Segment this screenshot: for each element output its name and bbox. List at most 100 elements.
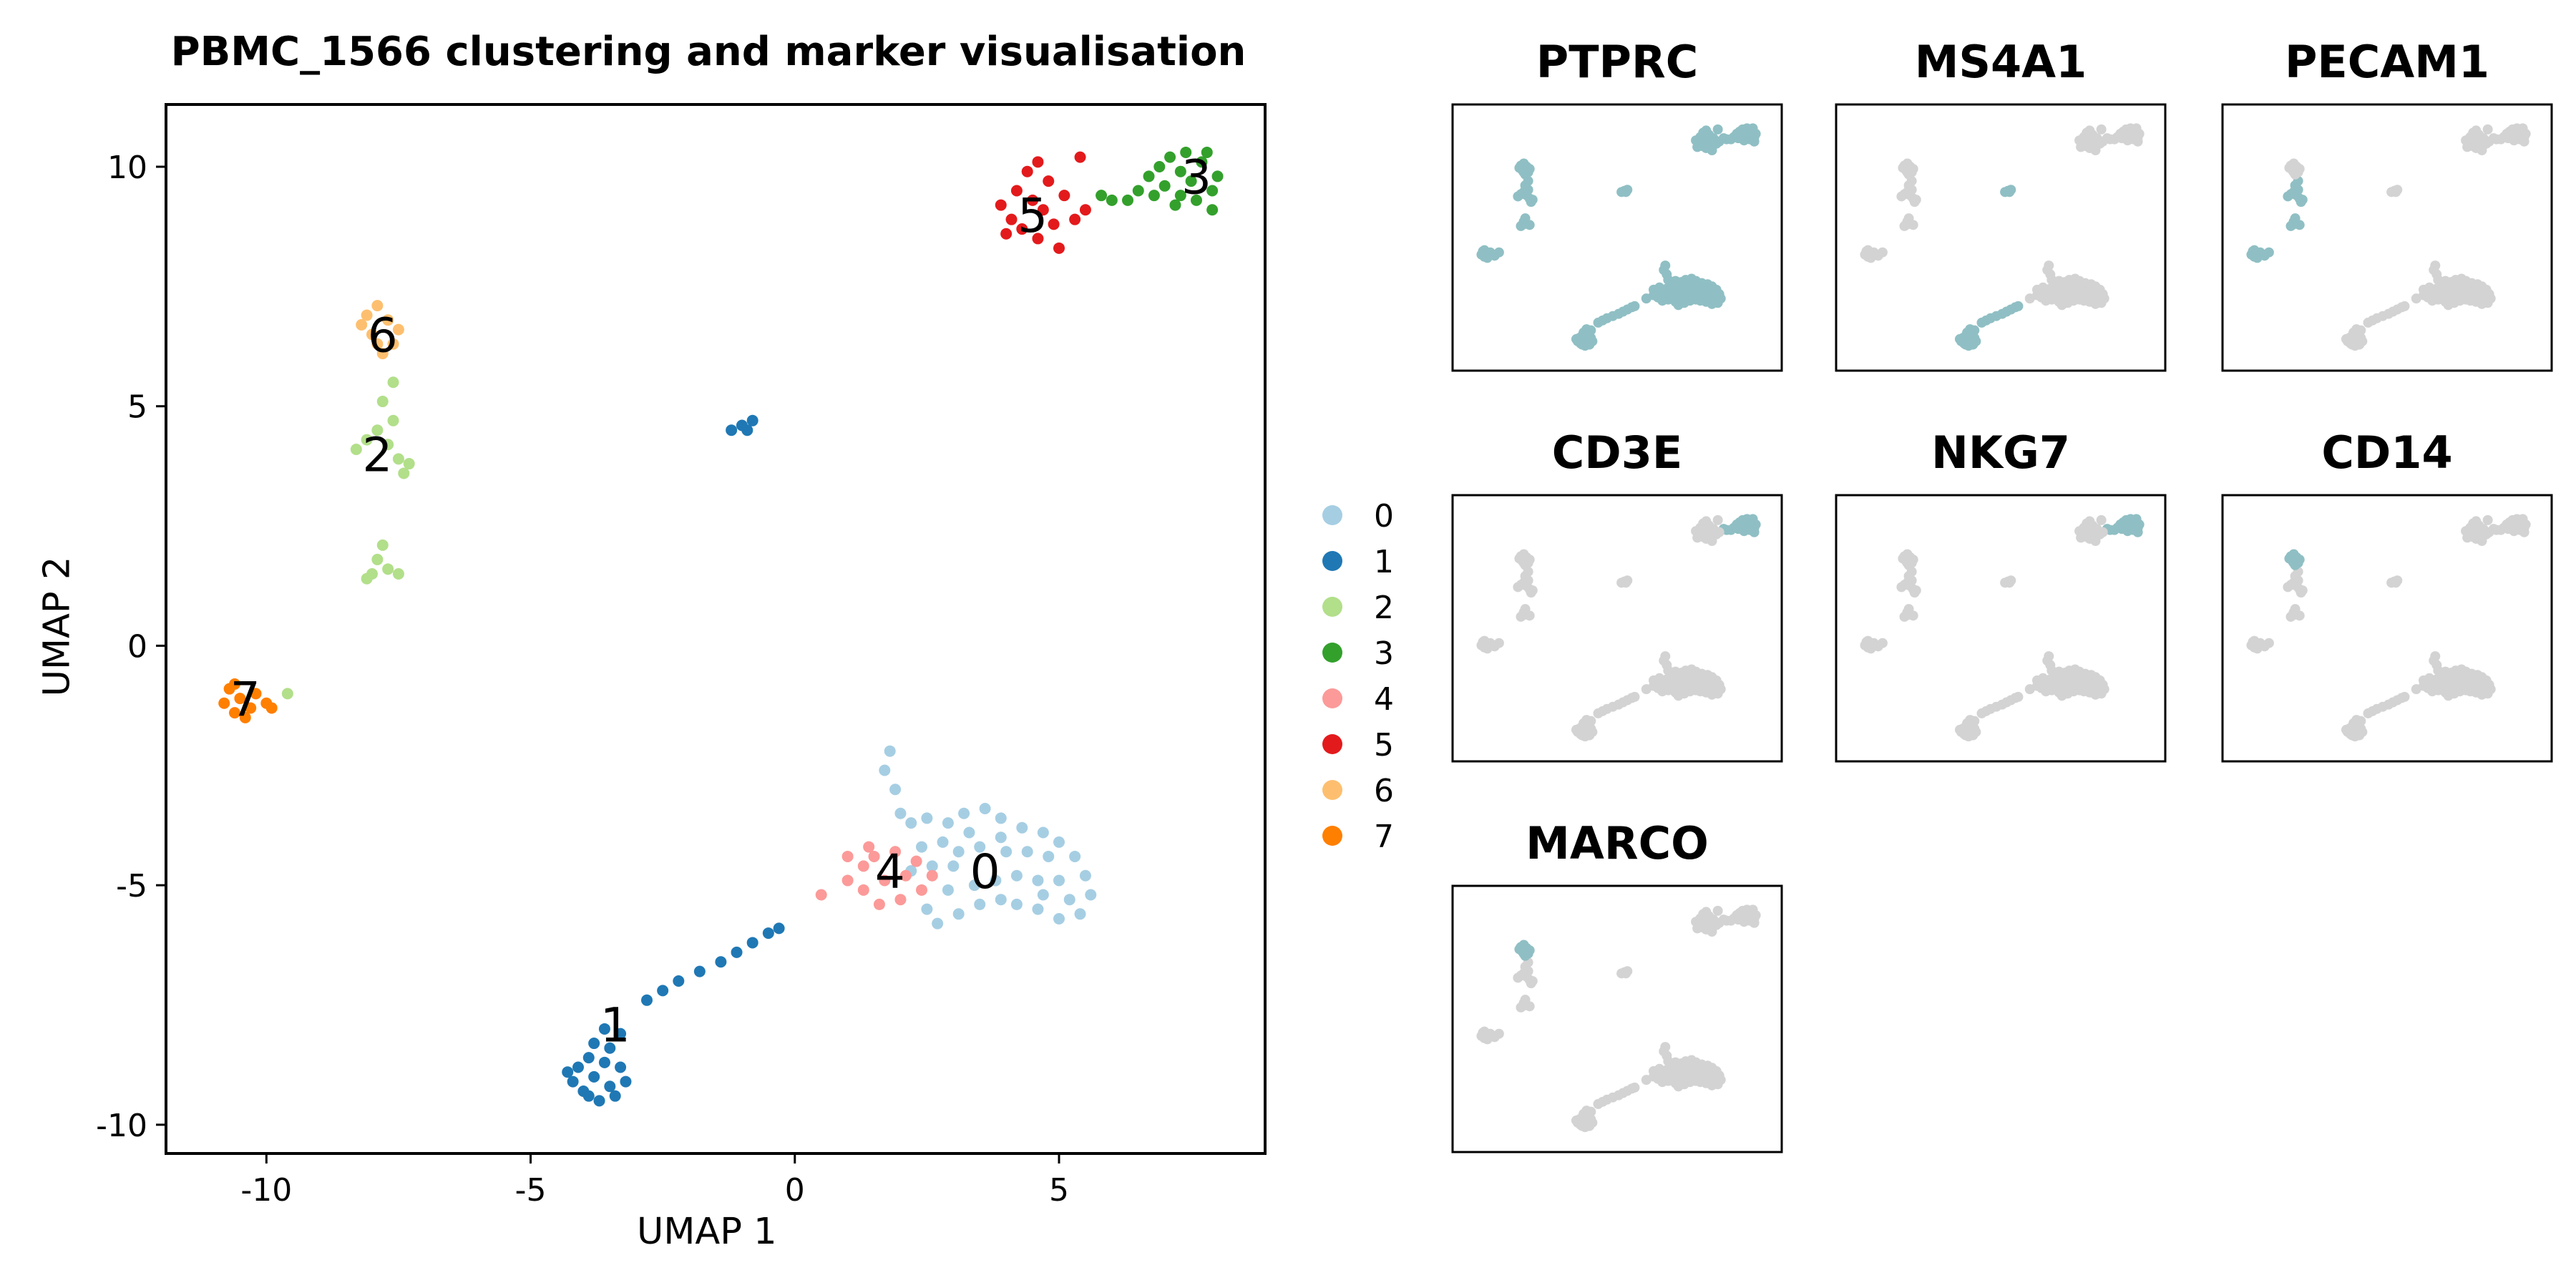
- marker-point: [2484, 527, 2494, 537]
- legend-label-4: 4: [1374, 681, 1394, 718]
- cluster-label-2: 2: [362, 428, 392, 483]
- marker-point: [2451, 670, 2462, 680]
- marker-point: [2341, 724, 2351, 735]
- data-point-cluster-1: [598, 1056, 610, 1068]
- marker-point: [1714, 136, 1724, 147]
- marker-point: [1902, 557, 1913, 568]
- legend-marker-5: [1322, 734, 1342, 754]
- data-point-cluster-5: [1053, 242, 1065, 254]
- marker-point: [2134, 129, 2145, 140]
- data-point-cluster-1: [588, 1070, 600, 1083]
- marker-point: [1571, 724, 1581, 735]
- data-point-cluster-0: [916, 841, 927, 853]
- data-point-cluster-0: [932, 917, 944, 930]
- data-point-cluster-7: [239, 711, 251, 723]
- marker-point: [1707, 927, 1717, 937]
- data-point-cluster-3: [1201, 146, 1213, 158]
- data-point-cluster-3: [1096, 190, 1108, 202]
- legend-marker-7: [1322, 826, 1342, 846]
- marker-point: [2348, 718, 2359, 728]
- marker-point: [2096, 514, 2107, 525]
- marker-point: [1712, 514, 1723, 525]
- marker-point: [2297, 585, 2308, 596]
- marker-point: [2462, 532, 2473, 543]
- marker-point: [1621, 968, 1631, 979]
- data-point-cluster-3: [1153, 161, 1166, 173]
- marker-point: [2076, 142, 2087, 152]
- data-point-cluster-2: [398, 467, 410, 479]
- marker-point: [1911, 195, 1921, 205]
- data-point-cluster-6: [371, 300, 384, 312]
- marker-point: [1692, 923, 1703, 934]
- data-point-cluster-3: [1158, 180, 1171, 192]
- marker-point: [1571, 1115, 1581, 1126]
- marker-point: [1701, 907, 1712, 917]
- marker-point: [2249, 635, 2260, 646]
- data-point-cluster-3: [1164, 151, 1176, 163]
- marker-point: [2031, 284, 2042, 295]
- data-point-cluster-3: [1174, 190, 1186, 202]
- marker-point: [1902, 167, 1913, 177]
- marker-point: [2132, 527, 2143, 537]
- marker-point: [1707, 145, 1717, 156]
- data-point-cluster-6: [356, 318, 368, 331]
- marker-point: [1712, 905, 1723, 916]
- data-point-cluster-0: [942, 817, 954, 829]
- marker-point: [1709, 685, 1720, 696]
- data-point-cluster-4: [899, 869, 912, 882]
- marker-point: [1709, 1075, 1720, 1086]
- data-point-cluster-0: [926, 860, 938, 872]
- marker-point: [2461, 670, 2472, 681]
- marker-point: [1712, 124, 1723, 135]
- marker-point: [2294, 220, 2305, 230]
- panel-title-marco: MARCO: [1526, 817, 1709, 869]
- data-point-cluster-0: [884, 745, 896, 757]
- chart-title: PBMC_1566 clustering and marker visualis…: [170, 29, 1246, 75]
- marker-point: [2074, 280, 2085, 291]
- data-point-cluster-6: [366, 328, 378, 341]
- marker-point: [2013, 301, 2024, 311]
- data-point-cluster-1: [598, 1023, 610, 1035]
- data-point-cluster-0: [889, 784, 902, 796]
- data-point-cluster-1: [673, 975, 685, 987]
- data-point-cluster-0: [968, 879, 980, 892]
- cluster-label-0: 0: [970, 844, 1000, 899]
- marker-point: [2004, 187, 2015, 197]
- x-tick-label: 0: [785, 1172, 805, 1209]
- data-point-cluster-2: [392, 568, 404, 580]
- marker-point: [2418, 675, 2429, 686]
- data-point-cluster-0: [942, 884, 954, 896]
- legend-marker-6: [1322, 780, 1342, 800]
- marker-point: [2341, 333, 2351, 344]
- panel-frame: [1835, 494, 2167, 763]
- marker-point: [2097, 527, 2108, 537]
- data-point-cluster-7: [245, 702, 257, 714]
- marker-point: [2048, 289, 2059, 300]
- data-point-cluster-7: [234, 693, 246, 705]
- data-point-cluster-5: [1021, 165, 1033, 177]
- marker-point: [2122, 135, 2133, 146]
- marker-point: [1750, 519, 1761, 530]
- marker-point: [2399, 301, 2410, 311]
- marker-point: [2084, 125, 2095, 136]
- data-point-cluster-0: [894, 807, 907, 819]
- data-point-cluster-1: [620, 1075, 632, 1088]
- data-point-cluster-1: [609, 1090, 621, 1102]
- marker-point: [2477, 536, 2487, 547]
- marker-point: [2482, 124, 2493, 135]
- data-point-cluster-0: [952, 908, 965, 920]
- marker-point: [2509, 135, 2519, 146]
- data-point-cluster-4: [857, 884, 869, 896]
- data-point-cluster-0: [921, 903, 933, 915]
- marker-point: [2294, 610, 2305, 621]
- data-point-cluster-3: [1143, 170, 1155, 182]
- marker-point: [1664, 680, 1675, 691]
- marker-point: [1664, 289, 1675, 300]
- data-point-cluster-4: [815, 889, 827, 901]
- data-point-cluster-4: [863, 841, 875, 853]
- data-point-cluster-5: [1043, 175, 1055, 187]
- marker-point: [2125, 514, 2136, 525]
- data-point-cluster-4: [910, 855, 922, 867]
- data-point-cluster-5: [1048, 218, 1060, 230]
- marker-point: [2434, 680, 2445, 691]
